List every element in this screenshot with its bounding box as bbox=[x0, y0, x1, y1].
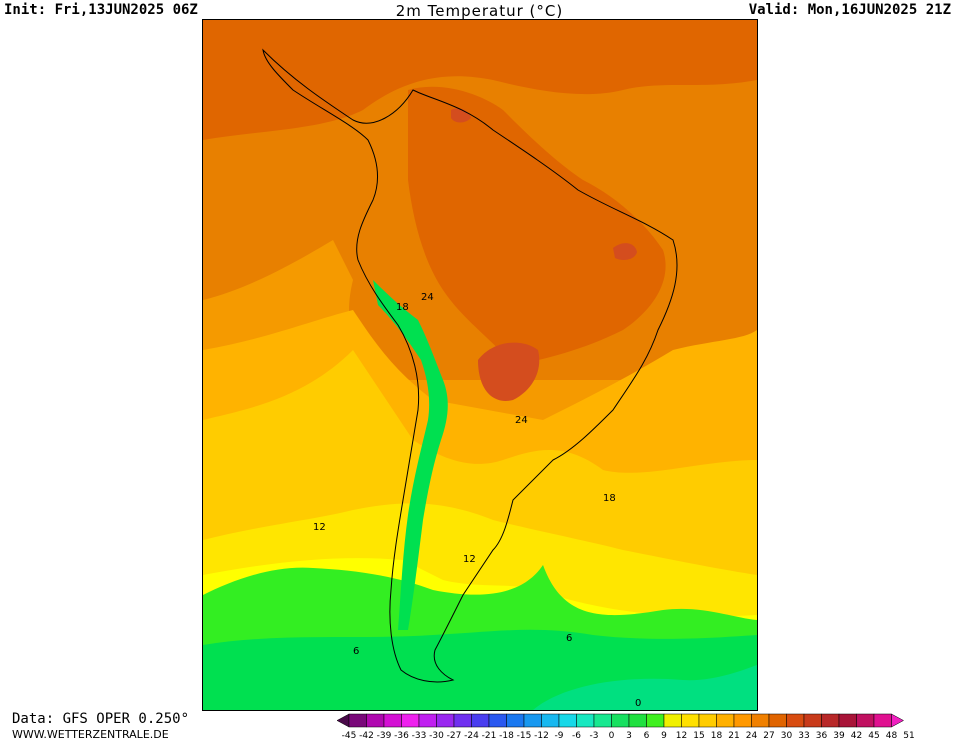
contour-label-24: 24 bbox=[421, 292, 434, 303]
legend-swatch bbox=[663, 713, 682, 728]
contour-label-18: 18 bbox=[603, 493, 616, 504]
legend-tick-label: 21 bbox=[728, 731, 739, 740]
legend-tick-label: 48 bbox=[886, 731, 898, 740]
valid-time-label: Valid: Mon,16JUN2025 21Z bbox=[748, 2, 951, 18]
band-30-33-b bbox=[613, 243, 637, 260]
legend-swatch bbox=[681, 713, 700, 728]
legend-swatch bbox=[488, 713, 507, 728]
legend-tick-label: 33 bbox=[798, 731, 809, 740]
legend-swatch bbox=[786, 713, 805, 728]
legend-tick-label: 45 bbox=[868, 731, 879, 740]
legend-tick-label: 12 bbox=[676, 731, 687, 740]
website-label: WWW.WETTERZENTRALE.DE bbox=[12, 728, 169, 741]
contour-label-6: 6 bbox=[566, 633, 572, 644]
legend-swatch bbox=[803, 713, 822, 728]
legend-arrow-high bbox=[891, 713, 905, 728]
temperature-map: 24 18 24 18 12 12 6 6 0 bbox=[202, 19, 758, 711]
band-27-30-north bbox=[203, 20, 757, 140]
legend-arrow-low bbox=[336, 713, 350, 728]
legend-swatch bbox=[751, 713, 770, 728]
legend-tick-label: -42 bbox=[359, 731, 374, 740]
legend-tick-label: -18 bbox=[499, 731, 514, 740]
contour-label-12: 12 bbox=[313, 522, 326, 533]
legend-tick-label: 39 bbox=[833, 731, 845, 740]
legend-tick-label: -27 bbox=[447, 731, 462, 740]
legend-swatch bbox=[523, 713, 542, 728]
legend-swatch bbox=[611, 713, 630, 728]
data-source-label: Data: GFS OPER 0.250° bbox=[12, 711, 190, 727]
legend-swatch bbox=[628, 713, 647, 728]
legend-swatch bbox=[856, 713, 875, 728]
legend-tick-label: -45 bbox=[342, 731, 357, 740]
temperature-map-svg: 24 18 24 18 12 12 6 6 0 bbox=[203, 20, 757, 710]
legend-tick-label: -6 bbox=[572, 731, 581, 740]
band-30-33 bbox=[478, 342, 540, 401]
legend-tick-label: 42 bbox=[851, 731, 862, 740]
andes-cold-strip bbox=[373, 280, 448, 630]
legend-swatch bbox=[401, 713, 420, 728]
legend-swatch bbox=[716, 713, 735, 728]
legend-tick-label: -15 bbox=[517, 731, 532, 740]
legend-tick-label: 24 bbox=[746, 731, 758, 740]
legend-tick-label: 9 bbox=[661, 731, 667, 740]
contour-label-12: 12 bbox=[463, 554, 476, 565]
band-0-3 bbox=[533, 665, 757, 710]
legend-tick-label: 18 bbox=[711, 731, 723, 740]
legend-tick-label: -9 bbox=[555, 731, 564, 740]
legend-swatch bbox=[821, 713, 840, 728]
legend-swatch bbox=[698, 713, 717, 728]
legend-tick-label: -24 bbox=[464, 731, 479, 740]
legend-swatch bbox=[558, 713, 577, 728]
legend-tick-label: 15 bbox=[693, 731, 704, 740]
legend-swatch bbox=[873, 713, 892, 728]
legend-tick-label: 51 bbox=[903, 731, 914, 740]
legend-tick-label: 0 bbox=[609, 731, 615, 740]
south-america-coastline bbox=[262, 48, 678, 683]
legend-swatch bbox=[471, 713, 490, 728]
legend-swatch bbox=[593, 713, 612, 728]
legend-swatch bbox=[436, 713, 455, 728]
contour-label-24: 24 bbox=[515, 415, 528, 426]
legend-tick-label: 3 bbox=[626, 731, 632, 740]
legend-tick-label: -30 bbox=[429, 731, 444, 740]
legend-swatch bbox=[418, 713, 437, 728]
contour-label-18: 18 bbox=[396, 302, 409, 313]
legend-swatch bbox=[576, 713, 595, 728]
contour-label-6: 6 bbox=[353, 646, 359, 657]
legend-tick-label: -39 bbox=[377, 731, 392, 740]
init-time-label: Init: Fri,13JUN2025 06Z bbox=[4, 2, 198, 18]
legend-swatch bbox=[733, 713, 752, 728]
legend-swatch bbox=[366, 713, 385, 728]
legend-tick-label: 6 bbox=[644, 731, 650, 740]
legend-swatch bbox=[453, 713, 472, 728]
contour-label-0: 0 bbox=[635, 698, 641, 709]
legend-swatch bbox=[541, 713, 560, 728]
legend-swatch bbox=[768, 713, 787, 728]
legend-tick-label: 27 bbox=[763, 731, 774, 740]
legend-tick-label: -21 bbox=[482, 731, 497, 740]
color-legend: -45 -42 -39 -36 -33 -30 -27 -24 -21 -18 -15 -12 -9 -6… bbox=[336, 713, 915, 740]
legend-tick-label: -33 bbox=[412, 731, 427, 740]
legend-swatch bbox=[383, 713, 402, 728]
legend-swatch bbox=[646, 713, 665, 728]
legend-tick-label: -36 bbox=[394, 731, 409, 740]
legend-swatch bbox=[838, 713, 857, 728]
chart-title: 2m Temperatur (°C) bbox=[395, 2, 564, 20]
legend-swatch bbox=[348, 713, 367, 728]
legend-tick-label: -12 bbox=[534, 731, 549, 740]
legend-tick-label: 36 bbox=[816, 731, 828, 740]
band-27-30-land bbox=[408, 86, 666, 366]
legend-tick-label: -3 bbox=[590, 731, 599, 740]
legend-swatch bbox=[506, 713, 525, 728]
legend-tick-label: 30 bbox=[781, 731, 793, 740]
